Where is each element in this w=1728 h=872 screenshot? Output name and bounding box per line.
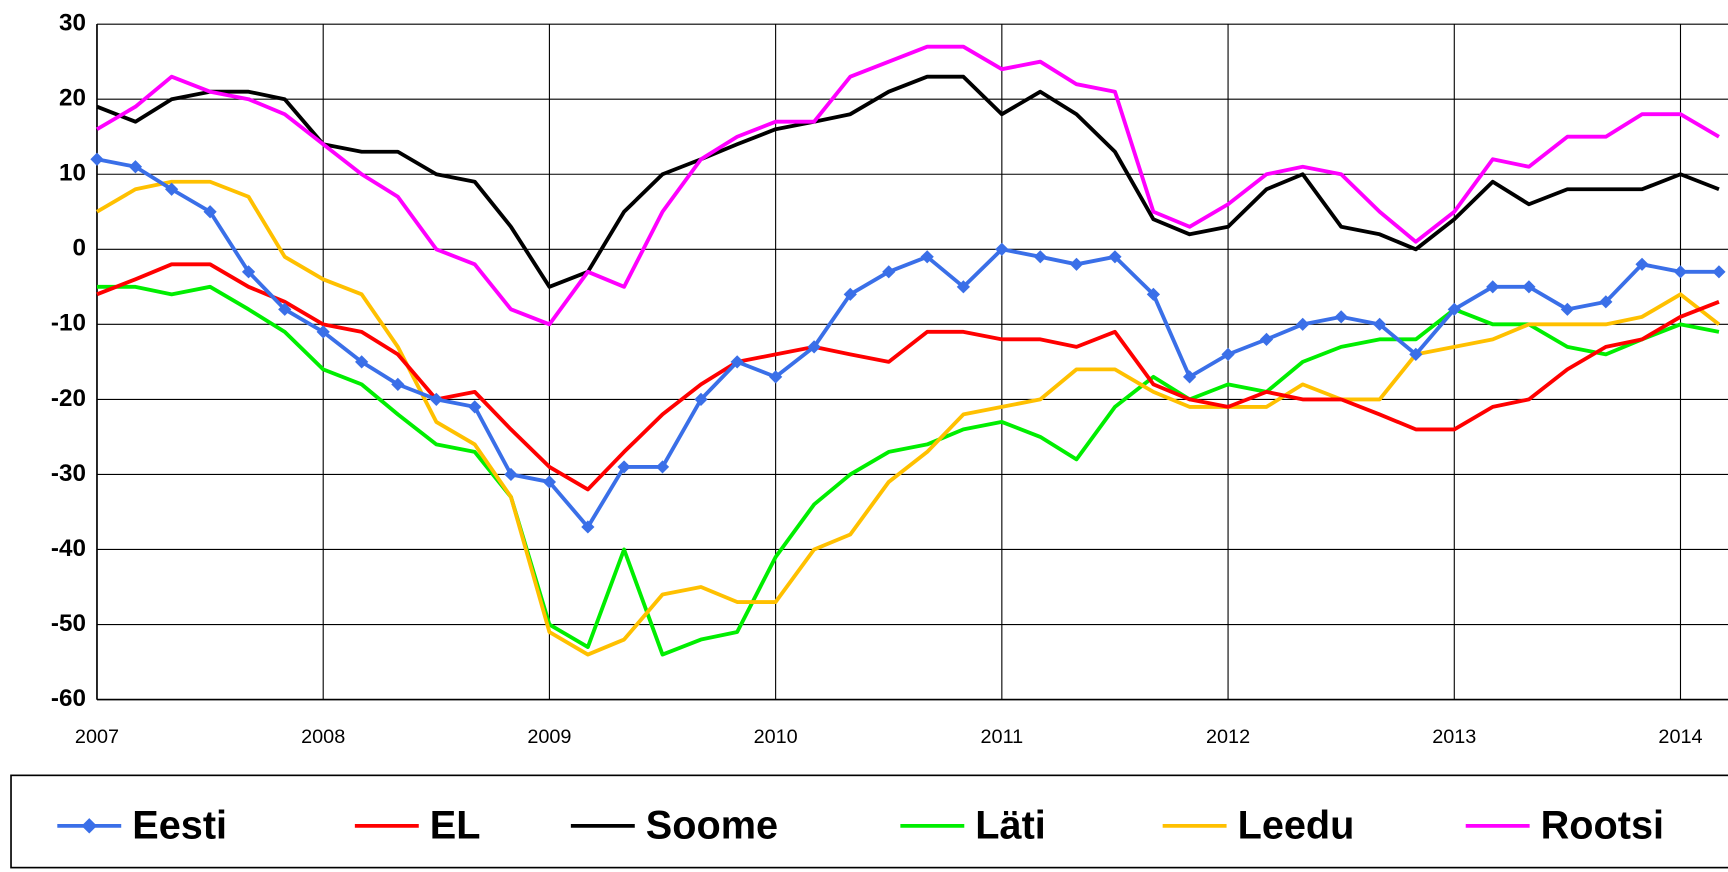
y-tick-label: -10	[51, 310, 86, 337]
marker	[1108, 250, 1122, 264]
legend-label: Soome	[646, 804, 778, 848]
marker	[504, 467, 518, 482]
marker	[1599, 295, 1613, 309]
marker	[1182, 370, 1197, 384]
x-tick-label: 2013	[1432, 726, 1476, 748]
series-line	[96, 157, 1719, 529]
y-tick-label: -50	[51, 610, 86, 637]
marker	[316, 325, 330, 339]
marker	[1635, 257, 1649, 271]
legend-box	[10, 774, 1728, 869]
marker	[694, 392, 708, 406]
y-tick-label: 0	[72, 235, 85, 262]
legend-label: Läti	[975, 804, 1046, 848]
marker	[1409, 347, 1423, 361]
marker	[730, 355, 744, 369]
legend-label: Leedu	[1238, 804, 1355, 848]
marker	[1033, 250, 1047, 264]
marker	[278, 302, 292, 316]
marker	[956, 280, 971, 294]
marker	[391, 377, 405, 391]
marker	[90, 152, 104, 166]
marker	[1334, 310, 1348, 324]
marker	[1296, 317, 1310, 331]
x-tick-label: 2007	[75, 726, 119, 748]
marker	[1673, 265, 1688, 279]
marker	[882, 265, 896, 279]
x-tick-label: 2011	[981, 726, 1024, 748]
marker	[1069, 257, 1084, 271]
marker	[1259, 332, 1274, 346]
y-tick-label: -40	[51, 535, 86, 562]
y-tick-label: -20	[51, 385, 86, 412]
marker	[1221, 347, 1235, 361]
marker	[1146, 287, 1161, 301]
marker	[1522, 280, 1536, 294]
marker	[241, 265, 256, 279]
x-tick-label: 2009	[527, 726, 571, 748]
legend-label: EL	[430, 804, 481, 848]
legend-label: Rootsi	[1541, 804, 1664, 848]
marker	[1486, 280, 1500, 294]
series-line	[96, 179, 1721, 657]
y-tick-label: 10	[59, 160, 86, 187]
series-line	[96, 44, 1720, 327]
x-tick-label: 2010	[754, 726, 798, 748]
marker	[355, 355, 369, 369]
marker	[542, 475, 557, 489]
y-tick-label: -60	[51, 685, 86, 712]
x-tick-label: 2014	[1658, 726, 1702, 748]
y-tick-label: -30	[51, 460, 86, 487]
marker	[165, 182, 179, 196]
x-tick-label: 2008	[301, 726, 345, 748]
legend-label: Eesti	[132, 804, 227, 848]
marker	[1447, 302, 1461, 316]
marker	[1373, 317, 1387, 331]
y-tick-label: 30	[59, 10, 86, 37]
y-tick-label: 20	[59, 85, 86, 112]
marker	[468, 400, 482, 414]
marker	[617, 460, 631, 474]
marker	[429, 392, 443, 406]
marker	[807, 340, 821, 354]
series-line	[96, 262, 1720, 492]
x-tick-label: 2012	[1206, 726, 1250, 748]
marker	[128, 160, 143, 174]
series-line	[96, 74, 1720, 289]
legend-marker	[81, 818, 97, 834]
marker	[1712, 265, 1726, 279]
marker	[1560, 302, 1574, 316]
